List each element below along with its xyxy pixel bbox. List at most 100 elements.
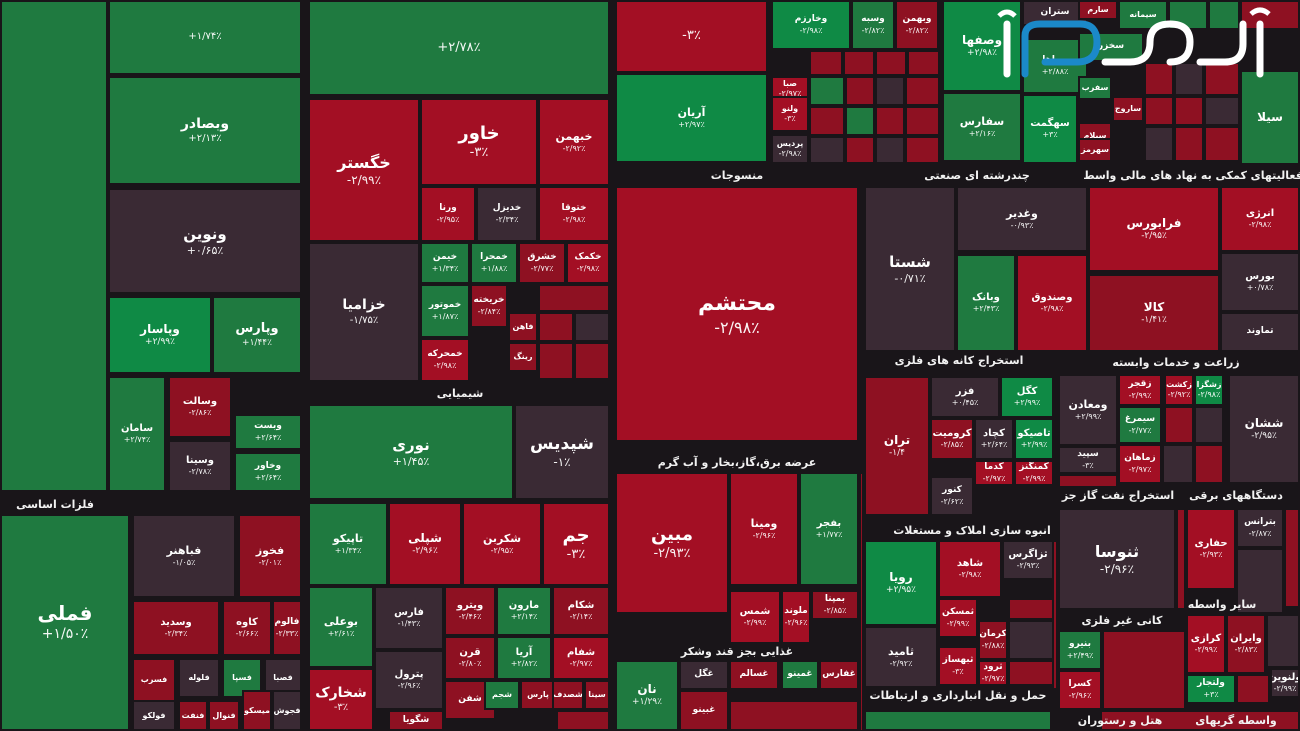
stock-tile[interactable]: تاصیکو +۲/۹۹٪ [1014,418,1054,460]
stock-tile[interactable]: ختوقا -۲/۹۸٪ [538,186,610,242]
stock-tile[interactable]: وسینا -۲/۷۸٪ [168,440,232,492]
stock-tile[interactable]: رویا +۲/۹۵٪ [864,540,938,626]
stock-tile[interactable]: خشرق -۲/۷۷٪ [518,242,566,284]
stock-tile[interactable]: ولتجار +۳٪ [1186,674,1236,704]
stock-tile[interactable]: فارس -۱/۴۳٪ [374,586,444,650]
stock-tile[interactable]: بنیرو +۲/۴۹٪ [1058,630,1102,670]
stock-tile[interactable]: قرن -۲/۸۰٪ [444,636,496,680]
stock-tile[interactable]: سهرمز [1078,138,1112,162]
stock-tile[interactable]: وسدید -۲/۳۴٪ [132,600,220,656]
stock-tile[interactable]: کرازی -۲/۹۹٪ [1186,614,1226,674]
stock-tile[interactable]: شجم [484,680,520,710]
stock-tile[interactable]: بفجر +۱/۷۷٪ [799,472,859,586]
stock-tile[interactable]: ولنو -۳٪ [771,96,809,132]
stock-tile[interactable]: وصندوق -۲/۹۸٪ [1016,254,1088,352]
stock-tile[interactable]: تماوند [1220,312,1300,352]
stock-tile[interactable]: انرژی -۲/۹۸٪ [1220,186,1300,252]
stock-tile[interactable]: غبینو [679,690,729,731]
stock-tile[interactable]: وخارزم -۲/۹۸٪ [771,0,851,50]
stock-tile[interactable]: وسالت -۲/۸۶٪ [168,376,232,438]
stock-tile[interactable]: بوعلی +۲/۶۱٪ [308,586,374,668]
stock-tile[interactable]: سینا [584,680,610,710]
stock-tile[interactable]: خمحرکه -۲/۹۸٪ [420,338,470,382]
stock-tile[interactable]: زماهان -۲/۹۷٪ [1118,444,1162,484]
stock-tile[interactable]: شمس -۲/۹۹٪ [729,590,781,644]
stock-tile[interactable]: وبهمن -۲/۸۲٪ [895,0,939,50]
stock-tile[interactable]: شگویا [388,710,444,731]
stock-tile[interactable]: ولنوین -۲/۹۹٪ [1270,668,1300,698]
stock-tile[interactable]: ثرود -۲/۹۷٪ [978,660,1008,686]
stock-tile[interactable]: فرابورس -۲/۹۵٪ [1088,186,1220,272]
stock-tile[interactable]: شخارک -۳٪ [308,668,374,731]
stock-tile[interactable]: وبصادر +۲/۱۳٪ [108,76,302,185]
stock-tile[interactable]: آریا +۲/۸۲٪ [496,636,552,680]
stock-tile[interactable]: ومعادن +۲/۹۹٪ [1058,374,1118,446]
stock-tile[interactable]: بترانس -۲/۸۷٪ [1236,508,1284,548]
stock-tile[interactable]: فسرب [132,658,176,702]
stock-tile[interactable]: زکشت -۲/۹۲٪ [1164,374,1194,406]
stock-tile[interactable]: پارس [520,680,556,710]
stock-tile[interactable]: حفاری -۲/۹۳٪ [1186,508,1236,590]
stock-tile[interactable]: فاهن [508,312,538,342]
stock-tile[interactable]: شستا -۰/۷۱٪ [864,186,956,352]
stock-tile[interactable]: کرمان -۲/۸۸٪ [978,620,1008,660]
stock-tile[interactable]: وسبه -۲/۸۲٪ [851,0,895,50]
stock-tile[interactable]: سامان +۲/۷۴٪ [108,376,166,492]
stock-tile[interactable]: وپارس +۱/۴۴٪ [212,296,302,374]
stock-tile[interactable]: بورس +۰/۷۸٪ [1220,252,1300,312]
stock-tile[interactable]: کرومیت -۲/۸۵٪ [930,418,974,460]
stock-tile[interactable]: زشگزا -۲/۹۸٪ [1194,374,1224,406]
stock-tile[interactable]: ومینا -۲/۹۶٪ [729,472,799,586]
stock-tile[interactable]: وغدیر -۰/۹۳٪ [956,186,1088,252]
stock-tile[interactable]: سارم [1078,0,1118,20]
stock-tile[interactable]: مبین -۲/۹۳٪ [615,472,729,614]
stock-tile[interactable]: خبهمن -۲/۹۲٪ [538,98,610,186]
stock-tile[interactable]: شصدف [552,680,584,710]
stock-tile[interactable]: کگل +۲/۹۹٪ [1000,376,1054,418]
stock-tile[interactable]: کدما -۲/۹۷٪ [974,460,1014,486]
stock-tile[interactable]: کنور -۲/۶۲٪ [930,476,974,516]
stock-tile[interactable]: سفارس +۲/۱۶٪ [942,92,1022,162]
stock-tile[interactable]: +۲/۷۸٪ [308,0,610,96]
stock-tile[interactable]: خاور -۳٪ [420,98,538,186]
stock-tile[interactable]: فجوش [272,690,302,731]
stock-tile[interactable]: تران -۱/۴ [864,376,930,516]
stock-tile[interactable]: نوری +۱/۴۵٪ [308,404,514,500]
stock-tile[interactable]: خیمن +۱/۳۴٪ [420,242,470,284]
stock-tile[interactable]: نان +۱/۲۹٪ [615,660,679,731]
stock-tile[interactable]: شاهد -۲/۹۸٪ [938,540,1002,598]
stock-tile[interactable]: سپید -۳٪ [1058,446,1118,474]
stock-tile[interactable]: فخوز -۲/۰۱٪ [238,514,302,598]
stock-tile[interactable]: +۱/۷۴٪ [108,0,302,75]
stock-tile[interactable]: رینگ [508,342,538,372]
stock-tile[interactable]: ثزاگرس -۲/۹۳٪ [1002,540,1054,580]
stock-tile[interactable]: غگل [679,660,729,690]
stock-tile[interactable]: -۳٪ [615,0,768,73]
stock-tile[interactable]: وخاور +۲/۶۴٪ [234,452,302,492]
stock-tile[interactable]: سفرب [1078,76,1112,100]
stock-tile[interactable]: ثبهساز -۳٪ [938,646,978,686]
stock-tile[interactable]: ششان -۲/۹۵٪ [1228,374,1300,484]
stock-tile[interactable]: کسرا -۲/۹۶٪ [1058,670,1102,710]
stock-tile[interactable]: محتشم -۲/۹۸٪ [615,186,859,442]
stock-tile[interactable]: ثامید -۲/۹۲٪ [864,626,938,688]
stock-tile[interactable]: سیلا [1240,70,1300,165]
stock-tile[interactable]: شکربن -۲/۹۵٪ [462,502,542,586]
stock-tile[interactable]: فنوال [208,700,240,731]
stock-tile[interactable]: وایران -۲/۸۳٪ [1226,614,1266,674]
stock-tile[interactable]: فلوله [178,658,220,698]
stock-tile[interactable]: خزامیا -۱/۷۵٪ [308,242,420,382]
stock-tile[interactable]: وبست +۲/۶۴٪ [234,414,302,450]
stock-tile[interactable]: ورنا -۲/۹۵٪ [420,186,476,242]
stock-tile[interactable]: مارون +۲/۱۴٪ [496,586,552,636]
stock-tile[interactable]: زقجر -۲/۹۹٪ [1118,374,1162,406]
stock-tile[interactable]: وبانک +۲/۴۳٪ [956,254,1016,352]
stock-tile[interactable]: کاوه -۲/۶۶٪ [222,600,272,656]
stock-tile[interactable]: جم -۳٪ [542,502,610,586]
stock-tile[interactable]: شپدیس -۱٪ [514,404,610,500]
stock-tile[interactable]: سهگمت +۳٪ [1022,94,1078,164]
stock-tile[interactable]: فباهنر -۱/۰۵٪ [132,514,236,598]
stock-tile[interactable]: شفام -۲/۹۷٪ [552,636,610,680]
stock-tile[interactable]: خکمک -۲/۹۸٪ [566,242,610,284]
stock-tile[interactable]: میسکو [242,690,272,731]
